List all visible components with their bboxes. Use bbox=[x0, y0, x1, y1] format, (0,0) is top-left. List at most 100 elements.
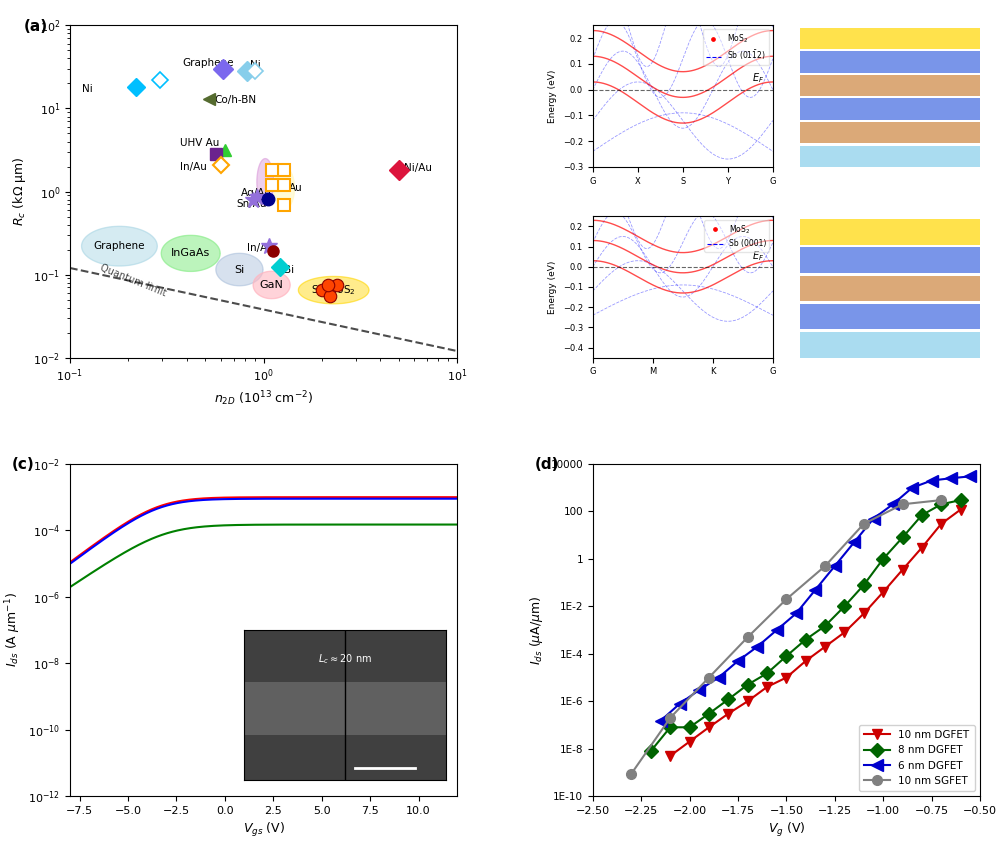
10 nm SGFET bbox=[742, 632, 754, 642]
Polygon shape bbox=[257, 158, 274, 206]
6 nm DGFET bbox=[674, 699, 686, 709]
8 nm DGFET bbox=[877, 554, 889, 564]
6 nm DGFET bbox=[945, 473, 957, 484]
6 nm DGFET bbox=[790, 608, 802, 618]
10 nm DGFET bbox=[916, 542, 928, 552]
Polygon shape bbox=[253, 271, 290, 299]
Line: 6 nm DGFET: 6 nm DGFET bbox=[655, 471, 976, 727]
Text: (c): (c) bbox=[12, 457, 35, 473]
8 nm DGFET bbox=[722, 695, 734, 705]
6 nm DGFET bbox=[848, 537, 860, 547]
Text: (a): (a) bbox=[24, 19, 48, 34]
8 nm DGFET bbox=[664, 722, 676, 733]
Line: 8 nm DGFET: 8 nm DGFET bbox=[646, 495, 965, 756]
10 nm SGFET bbox=[703, 673, 715, 683]
10 nm DGFET bbox=[664, 750, 676, 761]
6 nm DGFET bbox=[887, 499, 899, 509]
Line: 10 nm SGFET: 10 nm SGFET bbox=[627, 495, 946, 778]
FancyBboxPatch shape bbox=[800, 275, 980, 301]
10 nm DGFET bbox=[819, 641, 831, 651]
Text: Quantum limit: Quantum limit bbox=[98, 263, 167, 298]
Text: (b): (b) bbox=[601, 32, 625, 47]
10 nm SGFET bbox=[935, 495, 947, 505]
8 nm DGFET bbox=[819, 621, 831, 631]
10 nm DGFET bbox=[703, 722, 715, 733]
8 nm DGFET bbox=[838, 601, 850, 612]
10 nm SGFET bbox=[897, 499, 909, 509]
Text: Graphene: Graphene bbox=[94, 241, 145, 252]
8 nm DGFET bbox=[858, 580, 870, 590]
FancyBboxPatch shape bbox=[800, 52, 980, 73]
Polygon shape bbox=[216, 253, 263, 285]
6 nm DGFET bbox=[693, 685, 705, 695]
6 nm DGFET bbox=[926, 475, 938, 485]
6 nm DGFET bbox=[751, 641, 763, 651]
Text: UHV Au: UHV Au bbox=[180, 138, 219, 148]
6 nm DGFET bbox=[868, 513, 880, 523]
Line: 10 nm DGFET: 10 nm DGFET bbox=[665, 505, 965, 761]
FancyBboxPatch shape bbox=[800, 219, 980, 245]
6 nm DGFET bbox=[713, 673, 725, 683]
8 nm DGFET bbox=[935, 499, 947, 509]
Text: In/Au: In/Au bbox=[247, 243, 274, 252]
10 nm DGFET bbox=[858, 608, 870, 618]
Polygon shape bbox=[82, 226, 157, 266]
Legend: 10 nm DGFET, 8 nm DGFET, 6 nm DGFET, 10 nm SGFET: 10 nm DGFET, 8 nm DGFET, 6 nm DGFET, 10 … bbox=[859, 725, 975, 791]
Legend: MoS$_2$, Sb (0001): MoS$_2$, Sb (0001) bbox=[704, 220, 769, 252]
X-axis label: $V_g$ (V): $V_g$ (V) bbox=[768, 822, 805, 839]
Text: Co/h-BN: Co/h-BN bbox=[215, 96, 257, 105]
X-axis label: $n_{2D}$ $(10^{13}\ \mathrm{cm}^{-2})$: $n_{2D}$ $(10^{13}\ \mathrm{cm}^{-2})$ bbox=[214, 390, 313, 408]
10 nm DGFET bbox=[780, 673, 792, 683]
10 nm DGFET bbox=[955, 505, 967, 515]
8 nm DGFET bbox=[761, 668, 773, 678]
Text: Au: Au bbox=[289, 183, 303, 193]
10 nm DGFET bbox=[877, 587, 889, 597]
Y-axis label: Energy (eV): Energy (eV) bbox=[548, 69, 557, 123]
FancyBboxPatch shape bbox=[800, 332, 980, 357]
8 nm DGFET bbox=[742, 679, 754, 689]
Text: InGaAs: InGaAs bbox=[171, 248, 210, 258]
10 nm DGFET bbox=[897, 565, 909, 575]
Text: Graphene: Graphene bbox=[182, 58, 234, 69]
10 nm DGFET bbox=[800, 656, 812, 666]
10 nm SGFET bbox=[819, 561, 831, 571]
6 nm DGFET bbox=[809, 584, 821, 595]
FancyBboxPatch shape bbox=[800, 98, 980, 119]
8 nm DGFET bbox=[645, 746, 657, 756]
6 nm DGFET bbox=[829, 561, 841, 571]
Text: Ni: Ni bbox=[250, 60, 261, 70]
Text: Sb-MoS$_2$: Sb-MoS$_2$ bbox=[311, 283, 356, 297]
8 nm DGFET bbox=[684, 722, 696, 733]
FancyBboxPatch shape bbox=[800, 146, 980, 167]
10 nm DGFET bbox=[742, 696, 754, 706]
Text: $E_F$: $E_F$ bbox=[752, 249, 764, 263]
8 nm DGFET bbox=[916, 510, 928, 520]
Y-axis label: $R_c\ (\mathrm{k\Omega\ \mu m})$: $R_c\ (\mathrm{k\Omega\ \mu m})$ bbox=[11, 157, 28, 226]
8 nm DGFET bbox=[780, 651, 792, 662]
6 nm DGFET bbox=[964, 471, 976, 481]
Text: Ag/Au: Ag/Au bbox=[241, 188, 272, 198]
8 nm DGFET bbox=[703, 709, 715, 719]
FancyBboxPatch shape bbox=[800, 28, 980, 49]
10 nm SGFET bbox=[858, 518, 870, 529]
Polygon shape bbox=[298, 276, 369, 304]
10 nm SGFET bbox=[625, 768, 637, 778]
FancyBboxPatch shape bbox=[800, 75, 980, 96]
FancyBboxPatch shape bbox=[800, 304, 980, 329]
Text: Ni/Au: Ni/Au bbox=[404, 163, 432, 174]
Y-axis label: $I_{ds}$ (A $\mu$m$^{-1}$): $I_{ds}$ (A $\mu$m$^{-1}$) bbox=[3, 593, 23, 667]
FancyBboxPatch shape bbox=[800, 247, 980, 273]
FancyBboxPatch shape bbox=[800, 122, 980, 143]
Legend: MoS$_2$, Sb (01$\bar{1}$2): MoS$_2$, Sb (01$\bar{1}$2) bbox=[703, 30, 769, 65]
Text: In/Au: In/Au bbox=[180, 162, 207, 172]
6 nm DGFET bbox=[771, 625, 783, 635]
10 nm SGFET bbox=[780, 594, 792, 604]
X-axis label: $V_{gs}$ (V): $V_{gs}$ (V) bbox=[243, 822, 285, 839]
10 nm DGFET bbox=[935, 518, 947, 529]
Polygon shape bbox=[274, 167, 294, 209]
Text: Si: Si bbox=[234, 264, 245, 274]
8 nm DGFET bbox=[800, 634, 812, 645]
8 nm DGFET bbox=[955, 495, 967, 505]
Text: Ni: Ni bbox=[82, 85, 93, 94]
10 nm DGFET bbox=[722, 709, 734, 719]
